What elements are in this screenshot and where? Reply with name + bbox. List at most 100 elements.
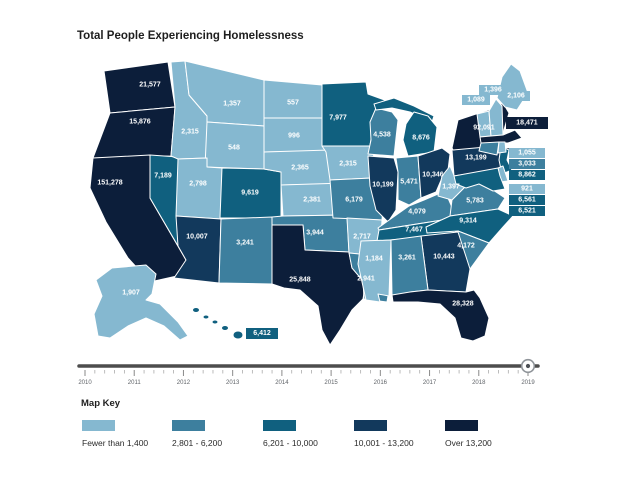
state-north-carolina-value: 9,314 bbox=[459, 218, 477, 225]
state-michigan[interactable] bbox=[402, 111, 438, 157]
state-north-dakota-value: 557 bbox=[287, 100, 299, 107]
year-label: 2019 bbox=[521, 380, 535, 386]
legend-swatch-3 bbox=[263, 420, 296, 431]
legend-swatch-2 bbox=[172, 420, 205, 431]
state-rhode-island[interactable] bbox=[497, 141, 507, 154]
legend-label-3: 6,201 - 10,000 bbox=[263, 438, 318, 448]
state-wisconsin-value: 4,538 bbox=[373, 132, 391, 139]
state-hawaii-island[interactable] bbox=[202, 314, 210, 320]
state-illinois[interactable] bbox=[367, 155, 399, 223]
state-new-york-value: 92,091 bbox=[473, 125, 495, 132]
legend-label-2: 2,801 - 6,200 bbox=[172, 438, 223, 448]
svg-text:2,106: 2,106 bbox=[507, 93, 525, 100]
year-label: 2015 bbox=[324, 380, 338, 386]
state-maryland-callout[interactable]: 6,561 bbox=[509, 195, 545, 205]
state-florida-value: 28,328 bbox=[452, 301, 474, 308]
state-connecticut[interactable] bbox=[478, 141, 500, 156]
legend-label-5: Over 13,200 bbox=[445, 438, 492, 448]
legend-label-4: 10,001 - 13,200 bbox=[354, 438, 414, 448]
state-new-mexico-value: 3,241 bbox=[236, 240, 254, 247]
state-pennsylvania-value: 13,199 bbox=[465, 155, 487, 162]
year-label: 2016 bbox=[374, 380, 388, 386]
state-arizona[interactable] bbox=[173, 215, 222, 284]
year-label: 2012 bbox=[177, 380, 191, 386]
state-new-hampshire-callout[interactable]: 1,396 bbox=[479, 85, 507, 95]
state-mississippi[interactable] bbox=[357, 239, 392, 303]
svg-text:1,396: 1,396 bbox=[484, 87, 502, 94]
state-mississippi-value: 1,184 bbox=[365, 256, 383, 263]
state-alaska-value: 1,907 bbox=[122, 290, 140, 297]
state-district-of-columbia-callout[interactable]: 6,521 bbox=[509, 206, 545, 216]
page-title: Total People Experiencing Homelessness bbox=[77, 30, 304, 42]
legend-swatch-4 bbox=[354, 420, 387, 431]
state-iowa-value: 2,315 bbox=[339, 161, 357, 168]
state-indiana-value: 5,471 bbox=[400, 179, 418, 186]
state-oregon[interactable] bbox=[92, 106, 176, 159]
state-connecticut-callout[interactable]: 3,033 bbox=[509, 159, 545, 169]
state-arizona-value: 10,007 bbox=[186, 234, 208, 241]
state-texas[interactable] bbox=[271, 224, 367, 346]
svg-text:6,521: 6,521 bbox=[518, 208, 536, 215]
state-massachusetts-callout[interactable]: 18,471 bbox=[506, 117, 548, 129]
state-illinois-value: 10,199 bbox=[372, 182, 394, 189]
year-label: 2011 bbox=[128, 380, 142, 386]
state-florida[interactable] bbox=[391, 289, 490, 342]
svg-text:8,862: 8,862 bbox=[518, 172, 536, 179]
timeline-axis: 2010 2011 2012 2013 2014 2015 2016 2017 2018 2019 bbox=[78, 370, 535, 386]
state-north-carolina[interactable] bbox=[425, 208, 514, 244]
state-oregon-value: 15,876 bbox=[129, 119, 151, 126]
state-colorado[interactable] bbox=[219, 167, 282, 219]
svg-text:3,033: 3,033 bbox=[518, 161, 536, 168]
state-missouri-value: 6,179 bbox=[345, 197, 363, 204]
state-california-value: 151,278 bbox=[97, 180, 122, 187]
state-hawaii-island[interactable] bbox=[192, 307, 200, 313]
state-washington-value: 21,577 bbox=[139, 82, 161, 89]
state-maine-callout[interactable]: 2,106 bbox=[502, 91, 530, 101]
state-nevada-value: 7,189 bbox=[154, 173, 172, 180]
svg-text:1,089: 1,089 bbox=[467, 97, 485, 104]
state-vermont-callout[interactable]: 1,089 bbox=[462, 95, 490, 105]
year-label: 2014 bbox=[275, 380, 289, 386]
state-new-mexico[interactable] bbox=[218, 216, 273, 285]
state-arkansas-value: 2,717 bbox=[353, 234, 371, 241]
svg-text:921: 921 bbox=[521, 186, 533, 193]
state-minnesota-value: 7,977 bbox=[329, 115, 347, 122]
state-georgia-value: 10,443 bbox=[433, 254, 455, 261]
state-alaska[interactable] bbox=[93, 264, 189, 341]
legend-label-1: Fewer than 1,400 bbox=[82, 438, 149, 448]
svg-text:6,561: 6,561 bbox=[518, 197, 536, 204]
legend-swatch-1 bbox=[82, 420, 115, 431]
state-oklahoma-value: 3,944 bbox=[306, 230, 324, 237]
state-hawaii-island[interactable] bbox=[232, 330, 244, 340]
svg-text:18,471: 18,471 bbox=[516, 120, 538, 127]
state-rhode-island-callout[interactable]: 1,055 bbox=[509, 148, 545, 158]
svg-text:1,055: 1,055 bbox=[518, 150, 536, 157]
state-delaware-callout[interactable]: 921 bbox=[509, 184, 545, 194]
state-virginia-value: 5,783 bbox=[466, 198, 484, 205]
state-new-jersey-callout[interactable]: 8,862 bbox=[509, 170, 545, 180]
state-south-carolina-value: 4,172 bbox=[457, 243, 475, 250]
state-new-hampshire[interactable] bbox=[488, 98, 504, 137]
state-hawaii-callout[interactable]: 6,412 bbox=[246, 328, 278, 339]
state-hawaii-island[interactable] bbox=[221, 325, 229, 331]
state-utah[interactable] bbox=[175, 157, 223, 220]
state-maryland[interactable] bbox=[453, 167, 506, 192]
state-west-virginia-value: 1,397 bbox=[442, 184, 460, 191]
state-utah-value: 2,798 bbox=[189, 181, 207, 188]
state-montana-value: 1,357 bbox=[223, 101, 241, 108]
state-michigan-value: 8,676 bbox=[412, 135, 430, 142]
state-south-dakota-value: 996 bbox=[288, 133, 300, 140]
state-tennessee-value: 7,467 bbox=[405, 227, 423, 234]
legend-swatch-5 bbox=[445, 420, 478, 431]
state-hawaii-island[interactable] bbox=[211, 319, 219, 325]
timeline-handle[interactable] bbox=[520, 358, 536, 374]
state-nebraska-value: 2,365 bbox=[291, 165, 309, 172]
state-idaho-value: 2,315 bbox=[181, 129, 199, 136]
state-alabama[interactable] bbox=[390, 235, 429, 299]
map-key-title: Map Key bbox=[81, 398, 121, 409]
state-ohio-value: 10,346 bbox=[422, 172, 444, 179]
year-label: 2013 bbox=[226, 380, 240, 386]
state-kentucky-value: 4,079 bbox=[408, 209, 426, 216]
state-wyoming-value: 548 bbox=[228, 145, 240, 152]
